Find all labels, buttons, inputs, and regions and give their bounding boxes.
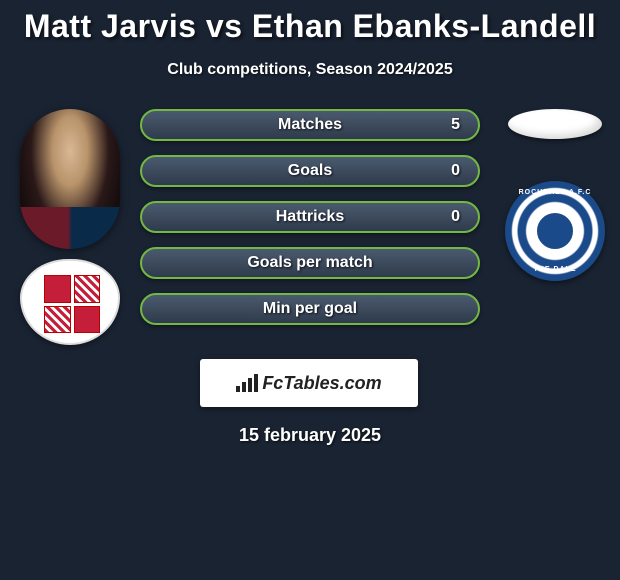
brand-text: FcTables.com [262,373,381,394]
stat-label: Matches [278,116,342,134]
stat-row-gpm: Goals per match [140,247,480,279]
player2-photo-placeholder [508,109,602,139]
right-column: ROCHDALE A.F.C THE DALE [500,109,610,281]
crest-text-top: ROCHDALE A.F.C [505,189,605,196]
player1-photo [20,109,120,249]
stats-list: Matches 5 Goals 0 Hattricks 0 Goals per … [140,109,480,325]
left-column [10,109,130,345]
brand-box: FcTables.com [200,359,418,407]
stat-value: 5 [451,116,460,134]
stat-row-goals: Goals 0 [140,155,480,187]
stat-label: Min per goal [263,300,357,318]
player1-jersey [20,207,120,249]
stat-row-mpg: Min per goal [140,293,480,325]
crest-text-bottom: THE DALE [505,266,605,273]
stat-label: Goals [288,162,332,180]
date-label: 15 february 2025 [0,425,620,446]
stat-value: 0 [451,208,460,226]
stat-row-hattricks: Hattricks 0 [140,201,480,233]
page-title: Matt Jarvis vs Ethan Ebanks-Landell [0,0,620,45]
player1-club-crest [20,259,120,345]
stat-label: Hattricks [276,208,344,226]
stat-value: 0 [451,162,460,180]
player2-club-crest: ROCHDALE A.F.C THE DALE [505,181,605,281]
stat-row-matches: Matches 5 [140,109,480,141]
page-subtitle: Club competitions, Season 2024/2025 [0,61,620,79]
bar-chart-icon [236,374,258,392]
stat-label: Goals per match [247,254,372,272]
